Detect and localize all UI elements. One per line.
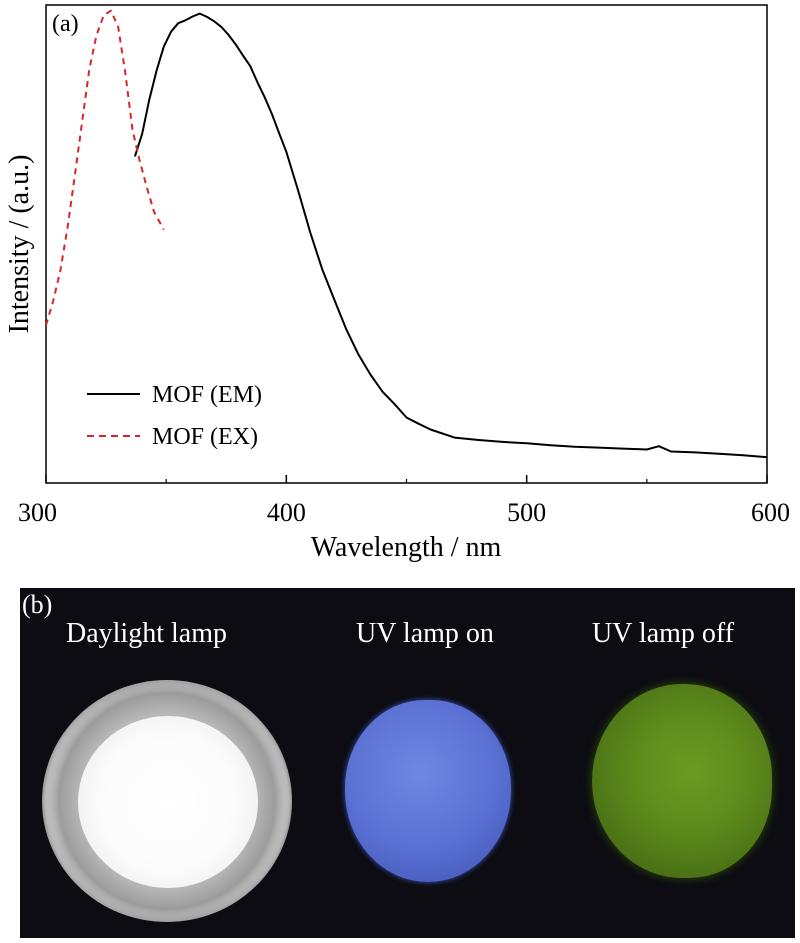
panel-b-label: (b): [22, 590, 53, 619]
spectrum-chart: 300 400 500 600 (a) Wavelength / nm Intensi…: [4, 4, 790, 563]
x-tick-label: 500: [507, 498, 546, 527]
x-tick-label: 600: [751, 498, 790, 527]
y-axis-title: Intensity / (a.u.): [4, 155, 35, 334]
x-tick-label: 300: [18, 498, 57, 527]
legend-ex-label: MOF (EX): [152, 424, 258, 450]
legend-em-label: MOF (EM): [152, 382, 262, 408]
legend: MOF (EM) MOF (EX): [87, 382, 262, 450]
x-axis-ticks: 300 400 500 600: [18, 475, 790, 527]
x-axis-title: Wavelength / nm: [311, 532, 502, 563]
panel-a-label: (a): [52, 11, 79, 37]
series-line-ex: [45, 9, 165, 326]
blue-fluorescent-sample: [345, 700, 511, 882]
white-powder-sample: [78, 716, 258, 888]
series-line-em: [133, 12, 768, 459]
series-layer: [45, 9, 768, 459]
caption-uv-lamp-on: UV lamp on: [356, 618, 494, 649]
photo-panel: (b) Daylight lamp UV lamp on UV lamp off: [20, 588, 795, 938]
caption-daylight-lamp: Daylight lamp: [66, 618, 227, 649]
green-afterglow-sample: [592, 684, 772, 878]
caption-uv-lamp-off: UV lamp off: [592, 618, 735, 649]
x-tick-label: 400: [267, 498, 306, 527]
